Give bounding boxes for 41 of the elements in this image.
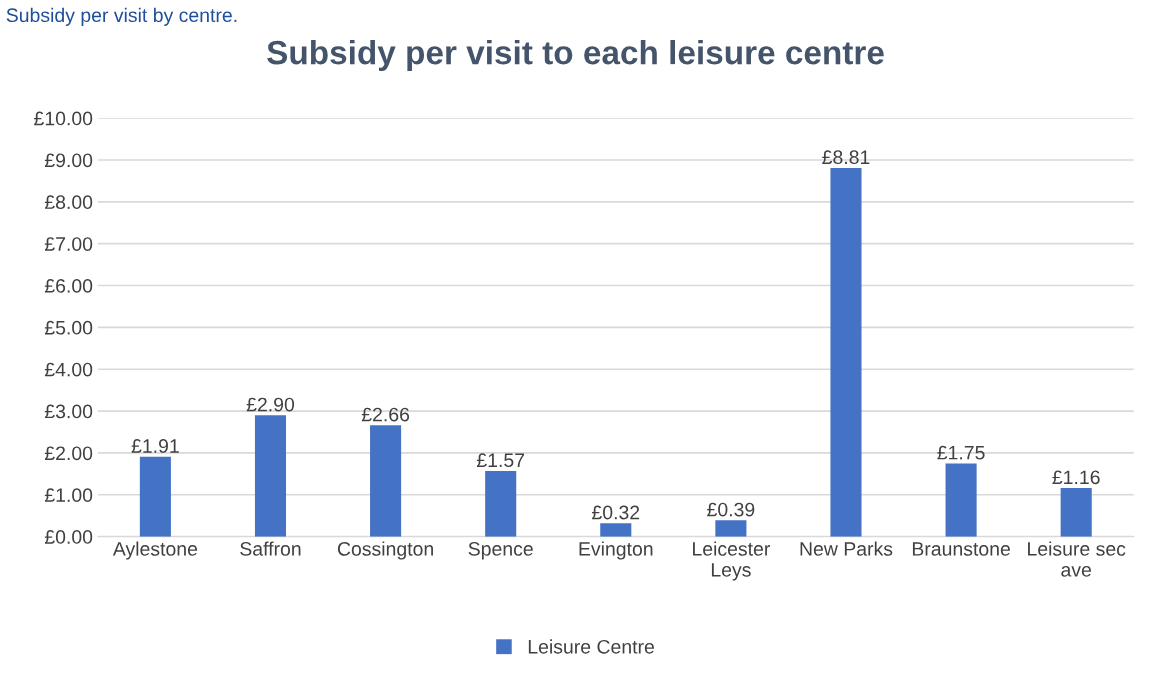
x-tick-label: Cossington [337,541,433,560]
text: Subsidy per visit by centre. [6,7,237,26]
data-label: £1.57 [476,453,525,468]
x-tick-label: Evington [579,541,653,560]
bar [254,415,287,537]
y-tick-label: £1.00 [44,488,93,503]
x-tick-label: Aylestone [112,541,198,560]
y-tick-label: £8.00 [44,195,93,210]
data-label: £2.90 [246,397,295,412]
y-tick-label: £2.00 [44,446,93,461]
bar [830,167,862,537]
bar [139,456,171,537]
y-tick-label: £9.00 [44,153,93,168]
data-label: £1.75 [937,445,985,460]
legend-label: Leisure Centre [528,639,654,654]
x-tick-label: Leicester Leys [693,541,771,581]
data-label: £2.66 [361,407,410,422]
data-label: £0.39 [707,502,755,517]
data-label: £1.91 [131,439,179,453]
y-tick-label: £0.00 [44,530,93,544]
y-tick-label: £7.00 [44,237,93,251]
x-tick-label: Spence [468,542,533,560]
x-tick-label: Leisure sec ave [1028,541,1126,577]
chart-title: Subsidy per visit to each leisure centre [267,39,884,72]
y-tick-label: £5.00 [44,320,93,335]
bar [715,520,747,537]
bar [485,470,517,537]
bar [600,523,632,537]
x-tick-label: Saffron [240,541,301,556]
bar [370,425,402,537]
y-tick-label: £10.00 [34,111,93,126]
bar [945,463,977,537]
y-tick-label: £4.00 [44,362,93,377]
x-tick-label: Braunstone [912,542,1010,556]
data-label: £1.16 [1052,470,1100,485]
y-tick-label: £3.00 [44,404,93,419]
x-tick-label: New Parks [800,541,893,556]
data-label: £8.81 [822,150,870,165]
y-tick-label: £6.00 [44,278,93,293]
data-label: £0.32 [592,505,640,520]
bar [1060,488,1092,537]
